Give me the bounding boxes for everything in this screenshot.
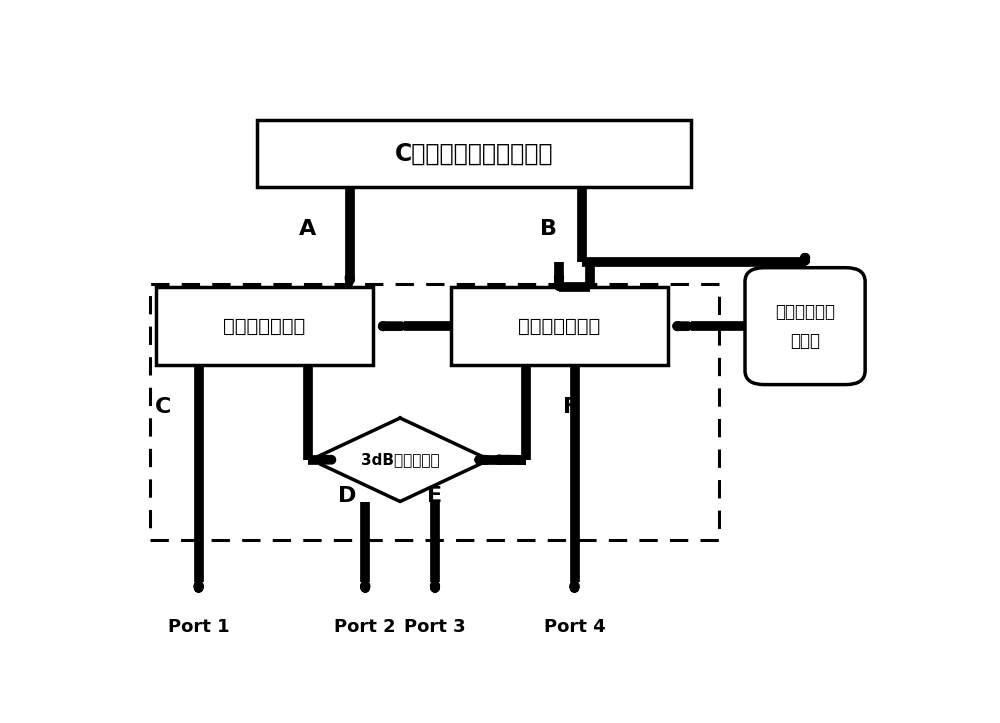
Text: 二选一射频开关: 二选一射频开关 — [223, 317, 306, 335]
FancyBboxPatch shape — [450, 287, 668, 365]
Text: F: F — [563, 397, 578, 417]
Text: E: E — [427, 486, 442, 506]
FancyBboxPatch shape — [257, 120, 691, 187]
FancyBboxPatch shape — [156, 287, 373, 365]
Bar — [150, 284, 719, 541]
Polygon shape — [311, 418, 489, 502]
Text: C: C — [154, 397, 171, 417]
Text: Port 4: Port 4 — [544, 617, 605, 636]
Text: 二选一射频开关: 二选一射频开关 — [518, 317, 600, 335]
Text: B: B — [540, 219, 557, 239]
Text: Port 3: Port 3 — [404, 617, 466, 636]
Text: A: A — [299, 219, 317, 239]
Text: 3dB定向耦合器: 3dB定向耦合器 — [361, 453, 439, 467]
Text: Port 1: Port 1 — [168, 617, 229, 636]
FancyBboxPatch shape — [745, 268, 865, 385]
Text: Port 2: Port 2 — [334, 617, 396, 636]
Text: C波段微带平面阵列天线: C波段微带平面阵列天线 — [395, 142, 553, 166]
Text: 极化重构网络
控制器: 极化重构网络 控制器 — [775, 302, 835, 350]
Text: D: D — [338, 486, 356, 506]
